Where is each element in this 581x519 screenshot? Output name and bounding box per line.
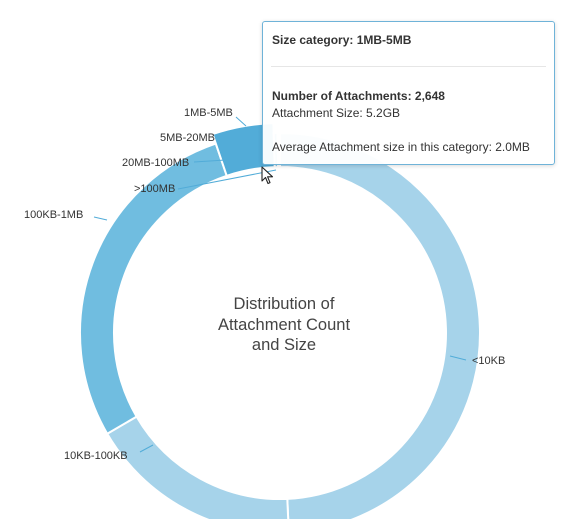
label-connector-0 — [449, 355, 467, 361]
slice-label-3: 1MB-5MB — [184, 107, 233, 119]
slice-label-5: 20MB-100MB — [122, 157, 189, 169]
label-connector-6 — [177, 169, 277, 190]
tooltip-count: Number of Attachments: 2,648 — [272, 89, 445, 103]
label-connectors — [93, 116, 467, 453]
label-connector-1 — [139, 444, 154, 453]
chart-title-line-3: and Size — [252, 336, 316, 354]
label-connector-3 — [235, 116, 247, 127]
slice-label-4: 5MB-20MB — [160, 132, 215, 144]
slice-label-2: 100KB-1MB — [24, 209, 83, 221]
tooltip-divider — [271, 66, 546, 67]
label-connector-5 — [193, 156, 273, 163]
slice-0[interactable] — [279, 131, 482, 519]
chart-title-line-2: Attachment Count — [218, 316, 350, 334]
label-connector-4 — [217, 130, 267, 138]
slice-tooltip: Size category: 1MB-5MB Number of Attachm… — [262, 21, 555, 165]
mouse-pointer-icon — [261, 166, 274, 185]
slice-labels: <10KB 10KB-100KB 100KB-1MB 1MB-5MB 5MB-20MB 2… — [24, 107, 505, 462]
slice-label-0: <10KB — [472, 355, 505, 367]
slice-1[interactable] — [105, 415, 290, 519]
tooltip-title: Size category: 1MB-5MB — [272, 33, 412, 47]
tooltip-average: Average Attachment size in this category… — [272, 140, 530, 154]
label-connector-2 — [93, 216, 108, 221]
slice-label-1: 10KB-100KB — [64, 450, 128, 462]
tooltip-size: Attachment Size: 5.2GB — [272, 106, 401, 120]
chart-slices — [79, 122, 482, 519]
chart-title-line-1: Distribution of — [234, 295, 335, 313]
slice-label-6: >100MB — [134, 183, 175, 195]
